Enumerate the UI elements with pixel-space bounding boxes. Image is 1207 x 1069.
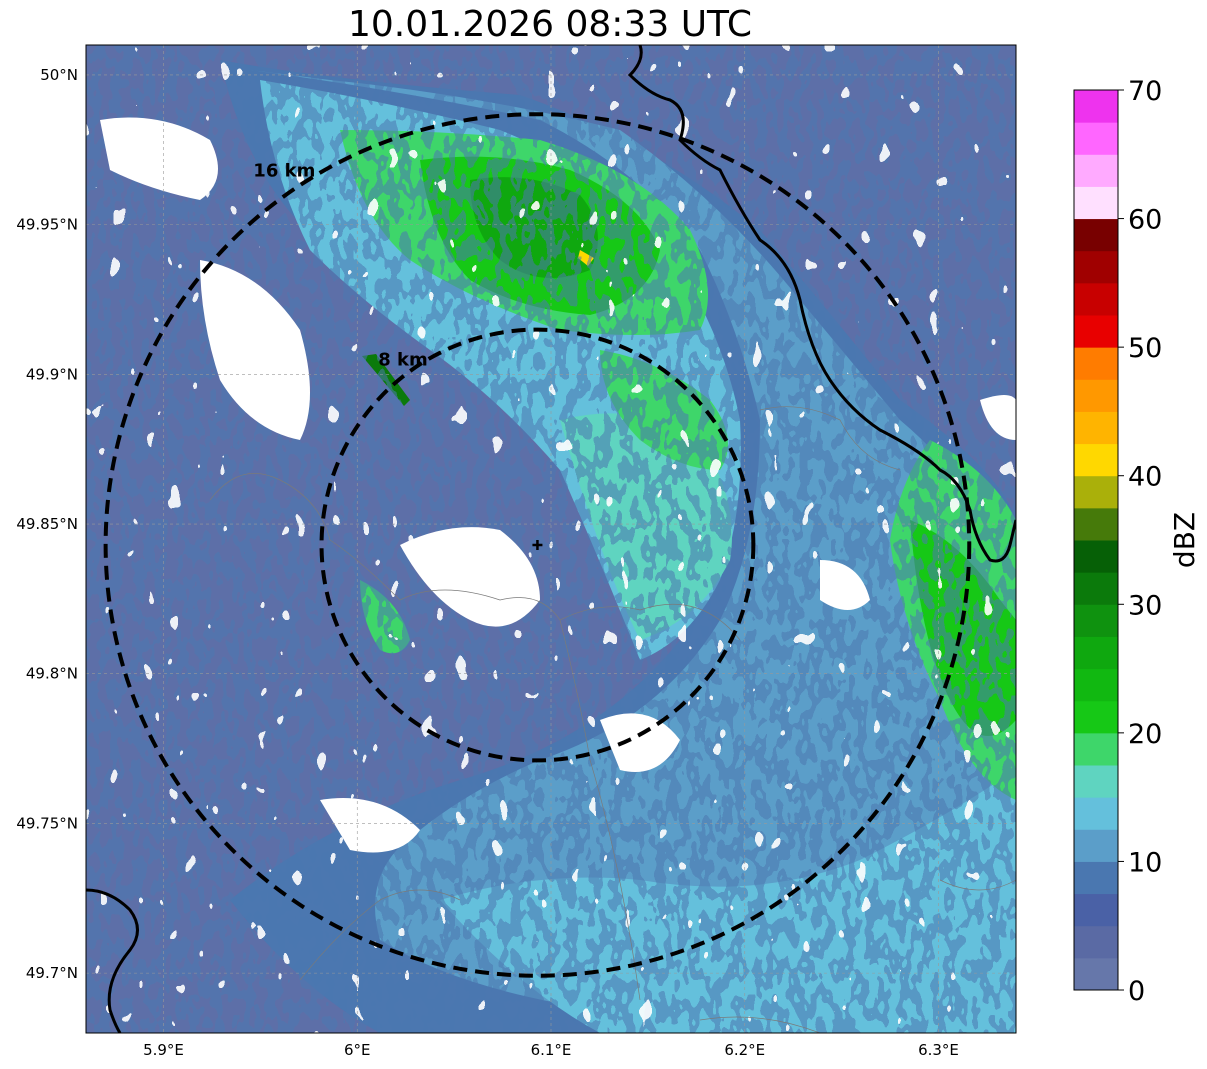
colorbar-swatch [1074, 443, 1118, 477]
colorbar: 0 10 20 30 40 50 60 70 [1073, 76, 1162, 1007]
colorbar-swatch [1074, 315, 1118, 348]
colorbar-swatch [1074, 829, 1118, 862]
colorbar-swatch [1074, 218, 1118, 252]
lon-tick-label: 6°E [344, 1041, 371, 1059]
lat-tick-label: 49.85°N [16, 515, 78, 533]
colorbar-swatch [1074, 700, 1118, 734]
colorbar-swatch [1074, 925, 1118, 959]
lon-tick-label: 5.9°E [143, 1041, 184, 1059]
border-line-east [627, 45, 1016, 563]
colorbar-swatch [1074, 347, 1118, 380]
radar-site-cross [532, 539, 543, 550]
colorbar-frame [1073, 89, 1119, 991]
colorbar-swatch [1074, 797, 1118, 830]
colorbar-swatch [1074, 250, 1118, 284]
colorbar-swatch [1074, 90, 1118, 123]
lon-tick-label: 6.3°E [918, 1041, 959, 1059]
lat-tick-label: 49.75°N [16, 814, 78, 832]
range-ring-label: 16 km [253, 161, 315, 182]
colorbar-label: dBZ [1168, 512, 1201, 568]
map-title: 10.01.2026 08:33 UTC [347, 4, 753, 45]
lat-tick-label: 49.95°N [16, 216, 78, 234]
colorbar-tick-label: 20 [1128, 719, 1162, 750]
admin-boundaries [209, 406, 1016, 1033]
range-ring [103, 112, 972, 978]
colorbar-swatch [1074, 732, 1118, 766]
national-borders [86, 45, 1016, 1033]
colorbar-swatch [1074, 507, 1118, 541]
colorbar-swatch [1074, 604, 1118, 637]
colorbar-swatch [1074, 282, 1118, 316]
lat-tick-label: 49.9°N [26, 365, 78, 383]
colorbar-tick-label: 70 [1128, 76, 1162, 107]
colorbar-swatch [1074, 411, 1118, 445]
colorbar-swatch [1074, 957, 1118, 991]
colorbar-swatch [1074, 186, 1118, 220]
colorbar-swatch [1074, 122, 1118, 155]
colorbar-tick-label: 0 [1128, 976, 1145, 1007]
colorbar-tick-label: 50 [1128, 333, 1162, 364]
colorbar-tick-label: 40 [1128, 462, 1162, 493]
colorbar-swatch [1074, 893, 1118, 927]
colorbar-swatch [1074, 540, 1118, 573]
colorbar-tick-label: 60 [1128, 205, 1162, 236]
map-frame [85, 44, 1017, 1034]
clear-areas [100, 117, 1016, 853]
graticule [86, 45, 1016, 1033]
border-line-southwest [86, 888, 139, 1033]
range-ring-label: 8 km [378, 349, 428, 370]
colorbar-swatch [1074, 861, 1118, 895]
axis-ticks: 5.9°E 6°E 6.1°E 6.2°E 6.3°E 50°N 49.95°N 49.9°N… [16, 66, 959, 1059]
colorbar-swatch [1074, 572, 1118, 605]
lat-tick-label: 50°N [40, 66, 78, 84]
lon-tick-label: 6.2°E [724, 1041, 765, 1059]
colorbar-swatch [1074, 668, 1118, 702]
colorbar-tick-label: 10 [1128, 847, 1162, 878]
colorbar-swatch [1074, 379, 1118, 412]
colorbar-swatch [1074, 154, 1118, 187]
lon-tick-label: 6.1°E [531, 1041, 572, 1059]
radar-site-marker [532, 539, 543, 550]
colorbar-swatch [1074, 636, 1118, 670]
lat-tick-label: 49.7°N [26, 964, 78, 982]
lat-tick-label: 49.8°N [26, 665, 78, 683]
range-rings: 8 km 16 km [103, 112, 972, 978]
range-ring [319, 327, 756, 763]
colorbar-swatch [1074, 475, 1118, 509]
colorbar-tick-label: 30 [1128, 590, 1162, 621]
colorbar-swatch [1074, 765, 1118, 798]
